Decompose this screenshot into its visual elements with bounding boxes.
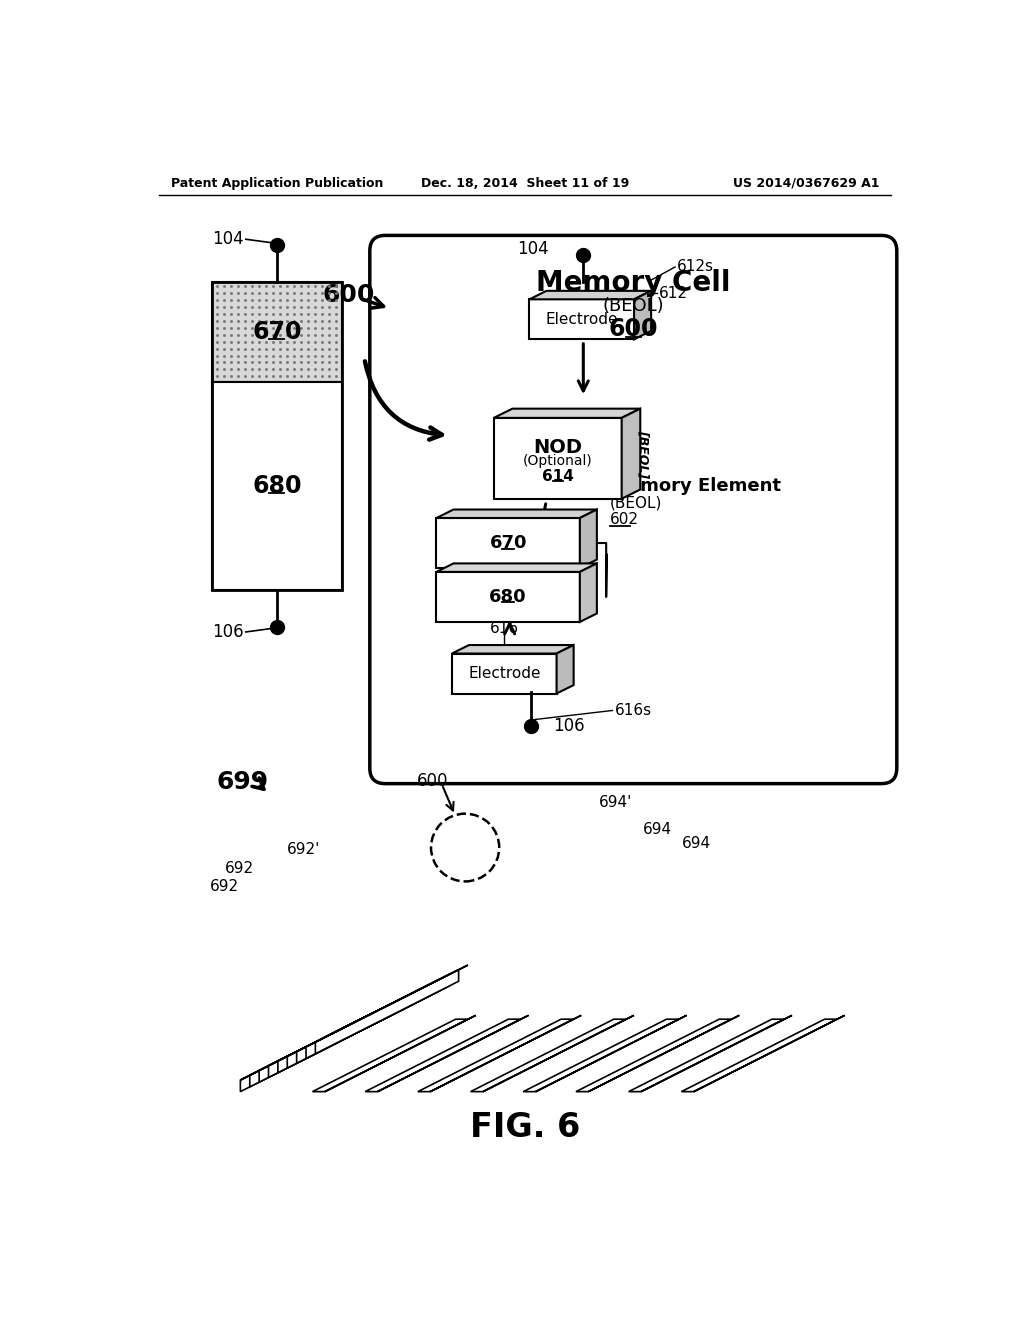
Text: 106: 106 xyxy=(553,717,585,735)
Polygon shape xyxy=(436,517,580,568)
Polygon shape xyxy=(436,572,580,622)
Text: 670: 670 xyxy=(252,319,301,343)
Text: 614: 614 xyxy=(542,470,573,484)
Text: 612: 612 xyxy=(658,285,688,301)
Text: 612s: 612s xyxy=(677,260,714,275)
Polygon shape xyxy=(634,290,651,339)
Text: (Optional): (Optional) xyxy=(523,454,593,469)
Text: Memory Cell: Memory Cell xyxy=(536,269,730,297)
Polygon shape xyxy=(306,970,459,1047)
Text: 680: 680 xyxy=(252,474,301,498)
Text: 104: 104 xyxy=(517,240,549,259)
Polygon shape xyxy=(589,1015,739,1092)
Text: 670: 670 xyxy=(489,535,527,552)
Text: 692': 692' xyxy=(287,842,321,857)
Polygon shape xyxy=(557,645,573,693)
Text: 600: 600 xyxy=(417,772,449,789)
Text: 106: 106 xyxy=(213,623,245,642)
Text: 699: 699 xyxy=(217,770,268,795)
Polygon shape xyxy=(288,979,439,1056)
Polygon shape xyxy=(580,564,597,622)
Polygon shape xyxy=(494,409,640,418)
Polygon shape xyxy=(297,979,440,1063)
Polygon shape xyxy=(529,290,651,300)
Polygon shape xyxy=(436,510,597,517)
Text: 616s: 616s xyxy=(614,704,652,718)
Polygon shape xyxy=(452,653,557,693)
Polygon shape xyxy=(693,1015,845,1092)
Polygon shape xyxy=(366,1019,521,1092)
Polygon shape xyxy=(315,965,468,1043)
Polygon shape xyxy=(278,989,421,1073)
Polygon shape xyxy=(436,564,597,572)
Polygon shape xyxy=(278,983,430,1061)
Text: US 2014/0367629 A1: US 2014/0367629 A1 xyxy=(733,177,880,190)
Polygon shape xyxy=(494,418,622,499)
Text: 602: 602 xyxy=(610,512,639,527)
Text: NOD: NOD xyxy=(534,438,583,457)
Text: Memory Element: Memory Element xyxy=(610,477,781,495)
Polygon shape xyxy=(536,1015,687,1092)
Text: Dec. 18, 2014  Sheet 11 of 19: Dec. 18, 2014 Sheet 11 of 19 xyxy=(421,177,629,190)
Polygon shape xyxy=(250,1003,393,1086)
Polygon shape xyxy=(580,510,597,568)
Polygon shape xyxy=(241,1003,393,1080)
Polygon shape xyxy=(312,1019,468,1092)
Text: Patent Application Publication: Patent Application Publication xyxy=(171,177,383,190)
Text: 694': 694' xyxy=(599,796,633,810)
Polygon shape xyxy=(297,974,450,1052)
Text: 694: 694 xyxy=(682,836,712,851)
Text: 692: 692 xyxy=(225,861,254,876)
Polygon shape xyxy=(268,994,412,1077)
Polygon shape xyxy=(306,974,450,1059)
Polygon shape xyxy=(430,1015,582,1092)
Polygon shape xyxy=(268,989,421,1065)
Polygon shape xyxy=(629,1019,784,1092)
Text: 694: 694 xyxy=(643,822,673,837)
Text: Electrode: Electrode xyxy=(546,312,618,327)
Polygon shape xyxy=(418,1019,573,1092)
Text: 680: 680 xyxy=(489,587,527,606)
Polygon shape xyxy=(483,1015,634,1092)
Polygon shape xyxy=(315,970,459,1053)
FancyBboxPatch shape xyxy=(212,381,342,590)
Polygon shape xyxy=(529,300,634,339)
Polygon shape xyxy=(452,645,573,653)
Polygon shape xyxy=(641,1015,792,1092)
Text: Electrode: Electrode xyxy=(468,667,541,681)
Polygon shape xyxy=(325,1015,476,1092)
Text: FIG. 6: FIG. 6 xyxy=(470,1110,580,1143)
Polygon shape xyxy=(471,1019,626,1092)
FancyBboxPatch shape xyxy=(212,281,342,381)
Text: 600: 600 xyxy=(608,317,658,342)
Polygon shape xyxy=(288,983,430,1068)
Polygon shape xyxy=(250,998,402,1076)
Text: 600: 600 xyxy=(323,282,375,306)
Text: 692: 692 xyxy=(210,879,239,894)
Polygon shape xyxy=(259,998,402,1082)
Text: 616: 616 xyxy=(489,622,519,636)
Polygon shape xyxy=(622,409,640,499)
Text: (BEOL): (BEOL) xyxy=(610,496,663,511)
Polygon shape xyxy=(378,1015,528,1092)
Text: (BEOL): (BEOL) xyxy=(602,297,665,315)
Polygon shape xyxy=(681,1019,837,1092)
Text: [BEOL]: [BEOL] xyxy=(637,430,650,479)
FancyBboxPatch shape xyxy=(370,235,897,784)
Polygon shape xyxy=(259,994,412,1071)
Polygon shape xyxy=(575,1019,731,1092)
Text: 104: 104 xyxy=(213,230,245,248)
Polygon shape xyxy=(523,1019,679,1092)
Polygon shape xyxy=(241,1007,384,1092)
